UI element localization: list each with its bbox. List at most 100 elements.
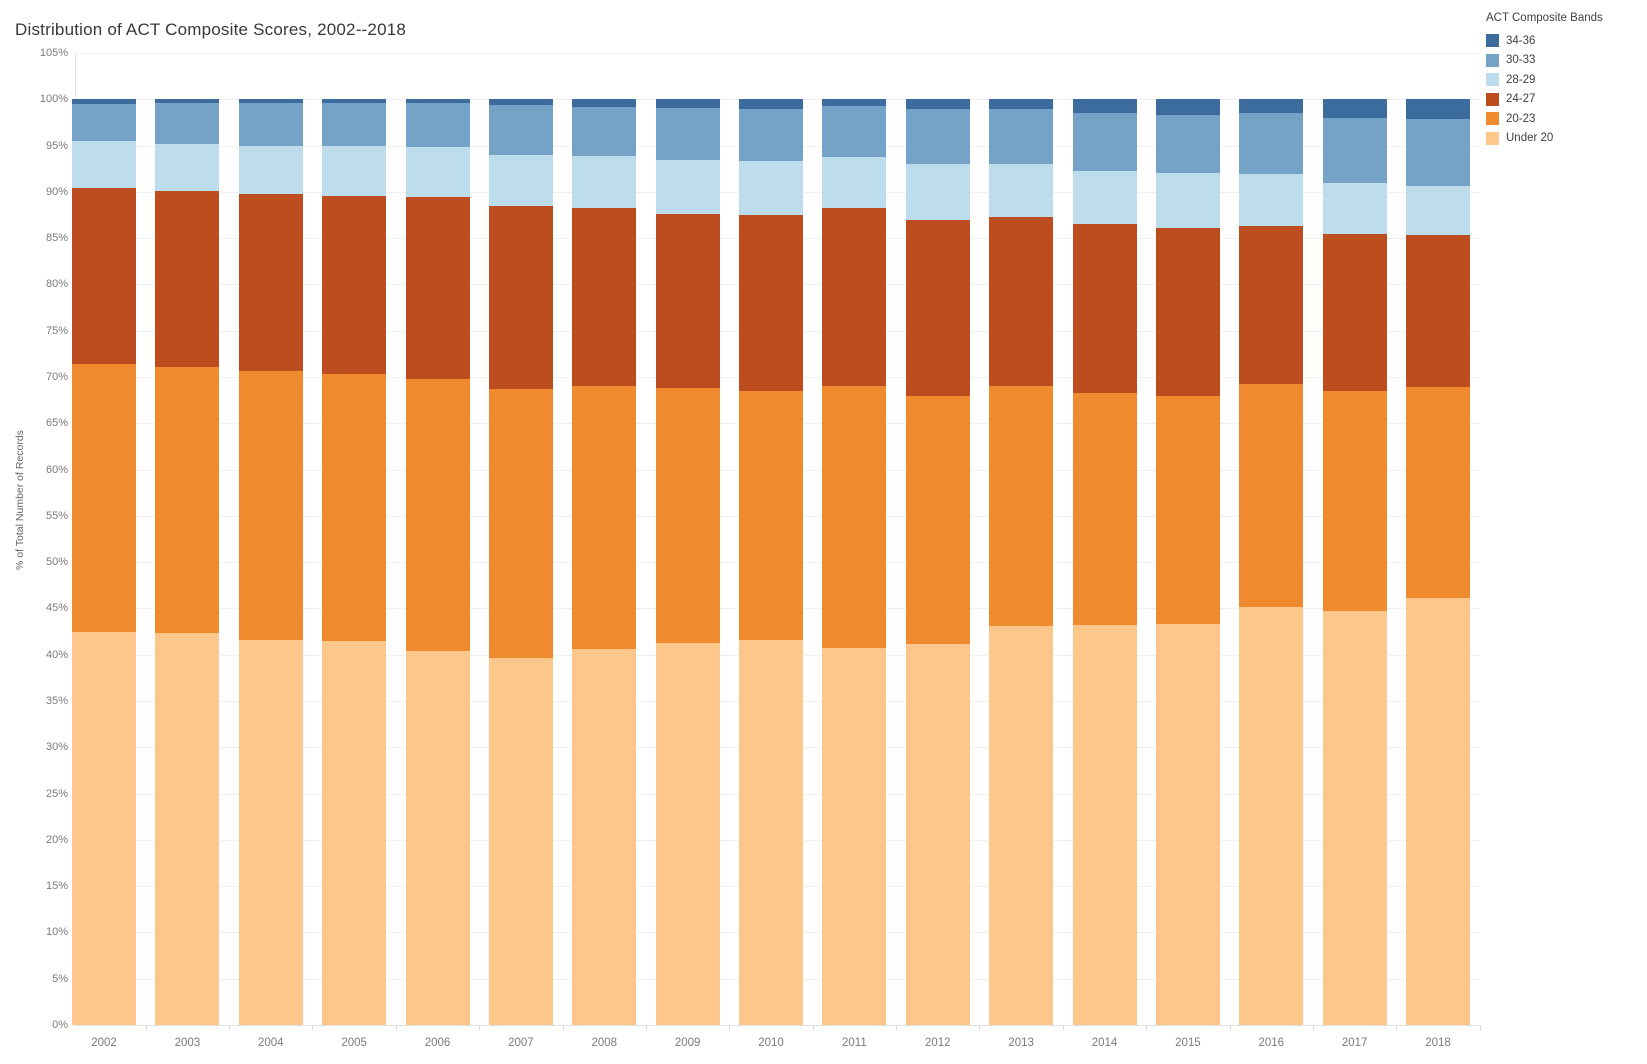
bar-segment-2007-30-33[interactable] — [488, 104, 553, 155]
bar-segment-2005-24-27[interactable] — [322, 195, 387, 375]
bar-segment-2018-20-23[interactable] — [1406, 387, 1470, 599]
bar-segment-2012-under-20[interactable] — [905, 643, 970, 1025]
bar-segment-2013-34-36[interactable] — [989, 99, 1054, 109]
legend-item-under-20[interactable]: Under 20 — [1486, 129, 1644, 149]
bar-segment-2016-under-20[interactable] — [1239, 606, 1304, 1025]
bar-segment-2004-under-20[interactable] — [238, 639, 303, 1025]
bar-segment-2002-34-36[interactable] — [72, 99, 136, 104]
bar-segment-2017-28-29[interactable] — [1322, 182, 1387, 235]
bar-segment-2004-24-27[interactable] — [238, 193, 303, 372]
bar-segment-2018-under-20[interactable] — [1406, 598, 1470, 1025]
bar-segment-2004-30-33[interactable] — [238, 103, 303, 146]
bar-segment-2007-28-29[interactable] — [488, 154, 553, 206]
bar-segment-2006-28-29[interactable] — [405, 147, 470, 198]
legend-item-28-29[interactable]: 28-29 — [1486, 70, 1644, 90]
bar-segment-2014-24-27[interactable] — [1072, 224, 1137, 393]
bar-segment-2005-under-20[interactable] — [322, 640, 387, 1025]
bar-segment-2004-20-23[interactable] — [238, 371, 303, 640]
bar-segment-2015-24-27[interactable] — [1155, 227, 1220, 396]
bar-segment-2015-30-33[interactable] — [1155, 115, 1220, 174]
bar-segment-2003-28-29[interactable] — [155, 143, 220, 191]
bar-segment-2010-24-27[interactable] — [739, 215, 803, 391]
bar-segment-2005-30-33[interactable] — [322, 103, 387, 146]
bar-segment-2012-24-27[interactable] — [905, 219, 970, 397]
bar-segment-2004-28-29[interactable] — [238, 145, 303, 194]
bar-segment-2017-20-23[interactable] — [1322, 390, 1387, 612]
bar-segment-2016-28-29[interactable] — [1239, 174, 1304, 227]
bar-segment-2006-20-23[interactable] — [405, 378, 470, 651]
bar-segment-2012-34-36[interactable] — [905, 99, 970, 110]
bar-segment-2008-28-29[interactable] — [572, 155, 637, 208]
bar-segment-2017-30-33[interactable] — [1322, 117, 1387, 183]
bar-segment-2002-24-27[interactable] — [72, 188, 136, 365]
bar-segment-2018-34-36[interactable] — [1406, 99, 1470, 119]
bar-segment-2016-20-23[interactable] — [1239, 384, 1304, 607]
bar-segment-2013-30-33[interactable] — [989, 108, 1054, 165]
bar-segment-2011-30-33[interactable] — [822, 105, 887, 157]
bar-segment-2002-under-20[interactable] — [72, 631, 136, 1025]
bar-segment-2004-34-36[interactable] — [238, 99, 303, 103]
bar-segment-2012-30-33[interactable] — [905, 109, 970, 165]
bar-segment-2007-34-36[interactable] — [488, 99, 553, 105]
bar-segment-2013-under-20[interactable] — [989, 626, 1054, 1025]
bar-segment-2012-28-29[interactable] — [905, 164, 970, 220]
bar-segment-2014-20-23[interactable] — [1072, 392, 1137, 626]
bar-segment-2009-20-23[interactable] — [655, 388, 720, 643]
bar-segment-2015-under-20[interactable] — [1155, 624, 1220, 1025]
bar-segment-2009-28-29[interactable] — [655, 160, 720, 215]
bar-segment-2017-34-36[interactable] — [1322, 99, 1387, 118]
bar-segment-2011-34-36[interactable] — [822, 99, 887, 106]
bar-segment-2005-20-23[interactable] — [322, 374, 387, 641]
bar-segment-2014-34-36[interactable] — [1072, 99, 1137, 114]
bar-segment-2018-24-27[interactable] — [1406, 235, 1470, 388]
bar-segment-2002-20-23[interactable] — [72, 364, 136, 632]
bar-segment-2003-34-36[interactable] — [155, 99, 220, 103]
bar-segment-2007-20-23[interactable] — [488, 389, 553, 659]
bar-segment-2012-20-23[interactable] — [905, 396, 970, 644]
legend-item-34-36[interactable]: 34-36 — [1486, 31, 1644, 51]
bar-segment-2013-28-29[interactable] — [989, 164, 1054, 217]
bar-segment-2013-24-27[interactable] — [989, 216, 1054, 387]
bar-segment-2014-28-29[interactable] — [1072, 170, 1137, 225]
bar-segment-2003-30-33[interactable] — [155, 103, 220, 144]
bar-segment-2015-20-23[interactable] — [1155, 395, 1220, 625]
bar-segment-2011-under-20[interactable] — [822, 648, 887, 1025]
bar-segment-2013-20-23[interactable] — [989, 386, 1054, 627]
bar-segment-2018-30-33[interactable] — [1406, 118, 1470, 187]
bar-segment-2011-20-23[interactable] — [822, 386, 887, 649]
bar-segment-2006-30-33[interactable] — [405, 103, 470, 148]
bar-segment-2003-20-23[interactable] — [155, 366, 220, 634]
bar-segment-2014-under-20[interactable] — [1072, 625, 1137, 1025]
bar-segment-2003-under-20[interactable] — [155, 633, 220, 1025]
bar-segment-2009-24-27[interactable] — [655, 214, 720, 389]
legend-item-30-33[interactable]: 30-33 — [1486, 51, 1644, 71]
bar-segment-2018-28-29[interactable] — [1406, 186, 1470, 236]
bar-segment-2011-24-27[interactable] — [822, 207, 887, 387]
bar-segment-2002-28-29[interactable] — [72, 140, 136, 189]
bar-segment-2010-30-33[interactable] — [739, 108, 803, 162]
bar-segment-2009-under-20[interactable] — [655, 642, 720, 1025]
bar-segment-2014-30-33[interactable] — [1072, 113, 1137, 171]
bar-segment-2006-24-27[interactable] — [405, 197, 470, 379]
bar-segment-2009-34-36[interactable] — [655, 99, 720, 108]
legend-item-20-23[interactable]: 20-23 — [1486, 109, 1644, 129]
bar-segment-2010-20-23[interactable] — [739, 390, 803, 640]
bar-segment-2017-under-20[interactable] — [1322, 611, 1387, 1025]
bar-segment-2005-28-29[interactable] — [322, 145, 387, 196]
bar-segment-2016-34-36[interactable] — [1239, 99, 1304, 114]
bar-segment-2016-30-33[interactable] — [1239, 113, 1304, 175]
bar-segment-2008-30-33[interactable] — [572, 106, 637, 156]
bar-segment-2006-34-36[interactable] — [405, 99, 470, 103]
bar-segment-2015-28-29[interactable] — [1155, 173, 1220, 228]
bar-segment-2008-34-36[interactable] — [572, 99, 637, 107]
bar-segment-2010-28-29[interactable] — [739, 161, 803, 215]
bar-segment-2008-24-27[interactable] — [572, 207, 637, 387]
bar-segment-2006-under-20[interactable] — [405, 651, 470, 1025]
bar-segment-2002-30-33[interactable] — [72, 103, 136, 141]
bar-segment-2007-24-27[interactable] — [488, 205, 553, 390]
bar-segment-2005-34-36[interactable] — [322, 99, 387, 103]
bar-segment-2008-20-23[interactable] — [572, 386, 637, 650]
bar-segment-2017-24-27[interactable] — [1322, 234, 1387, 391]
bar-segment-2009-30-33[interactable] — [655, 107, 720, 161]
bar-segment-2016-24-27[interactable] — [1239, 226, 1304, 385]
